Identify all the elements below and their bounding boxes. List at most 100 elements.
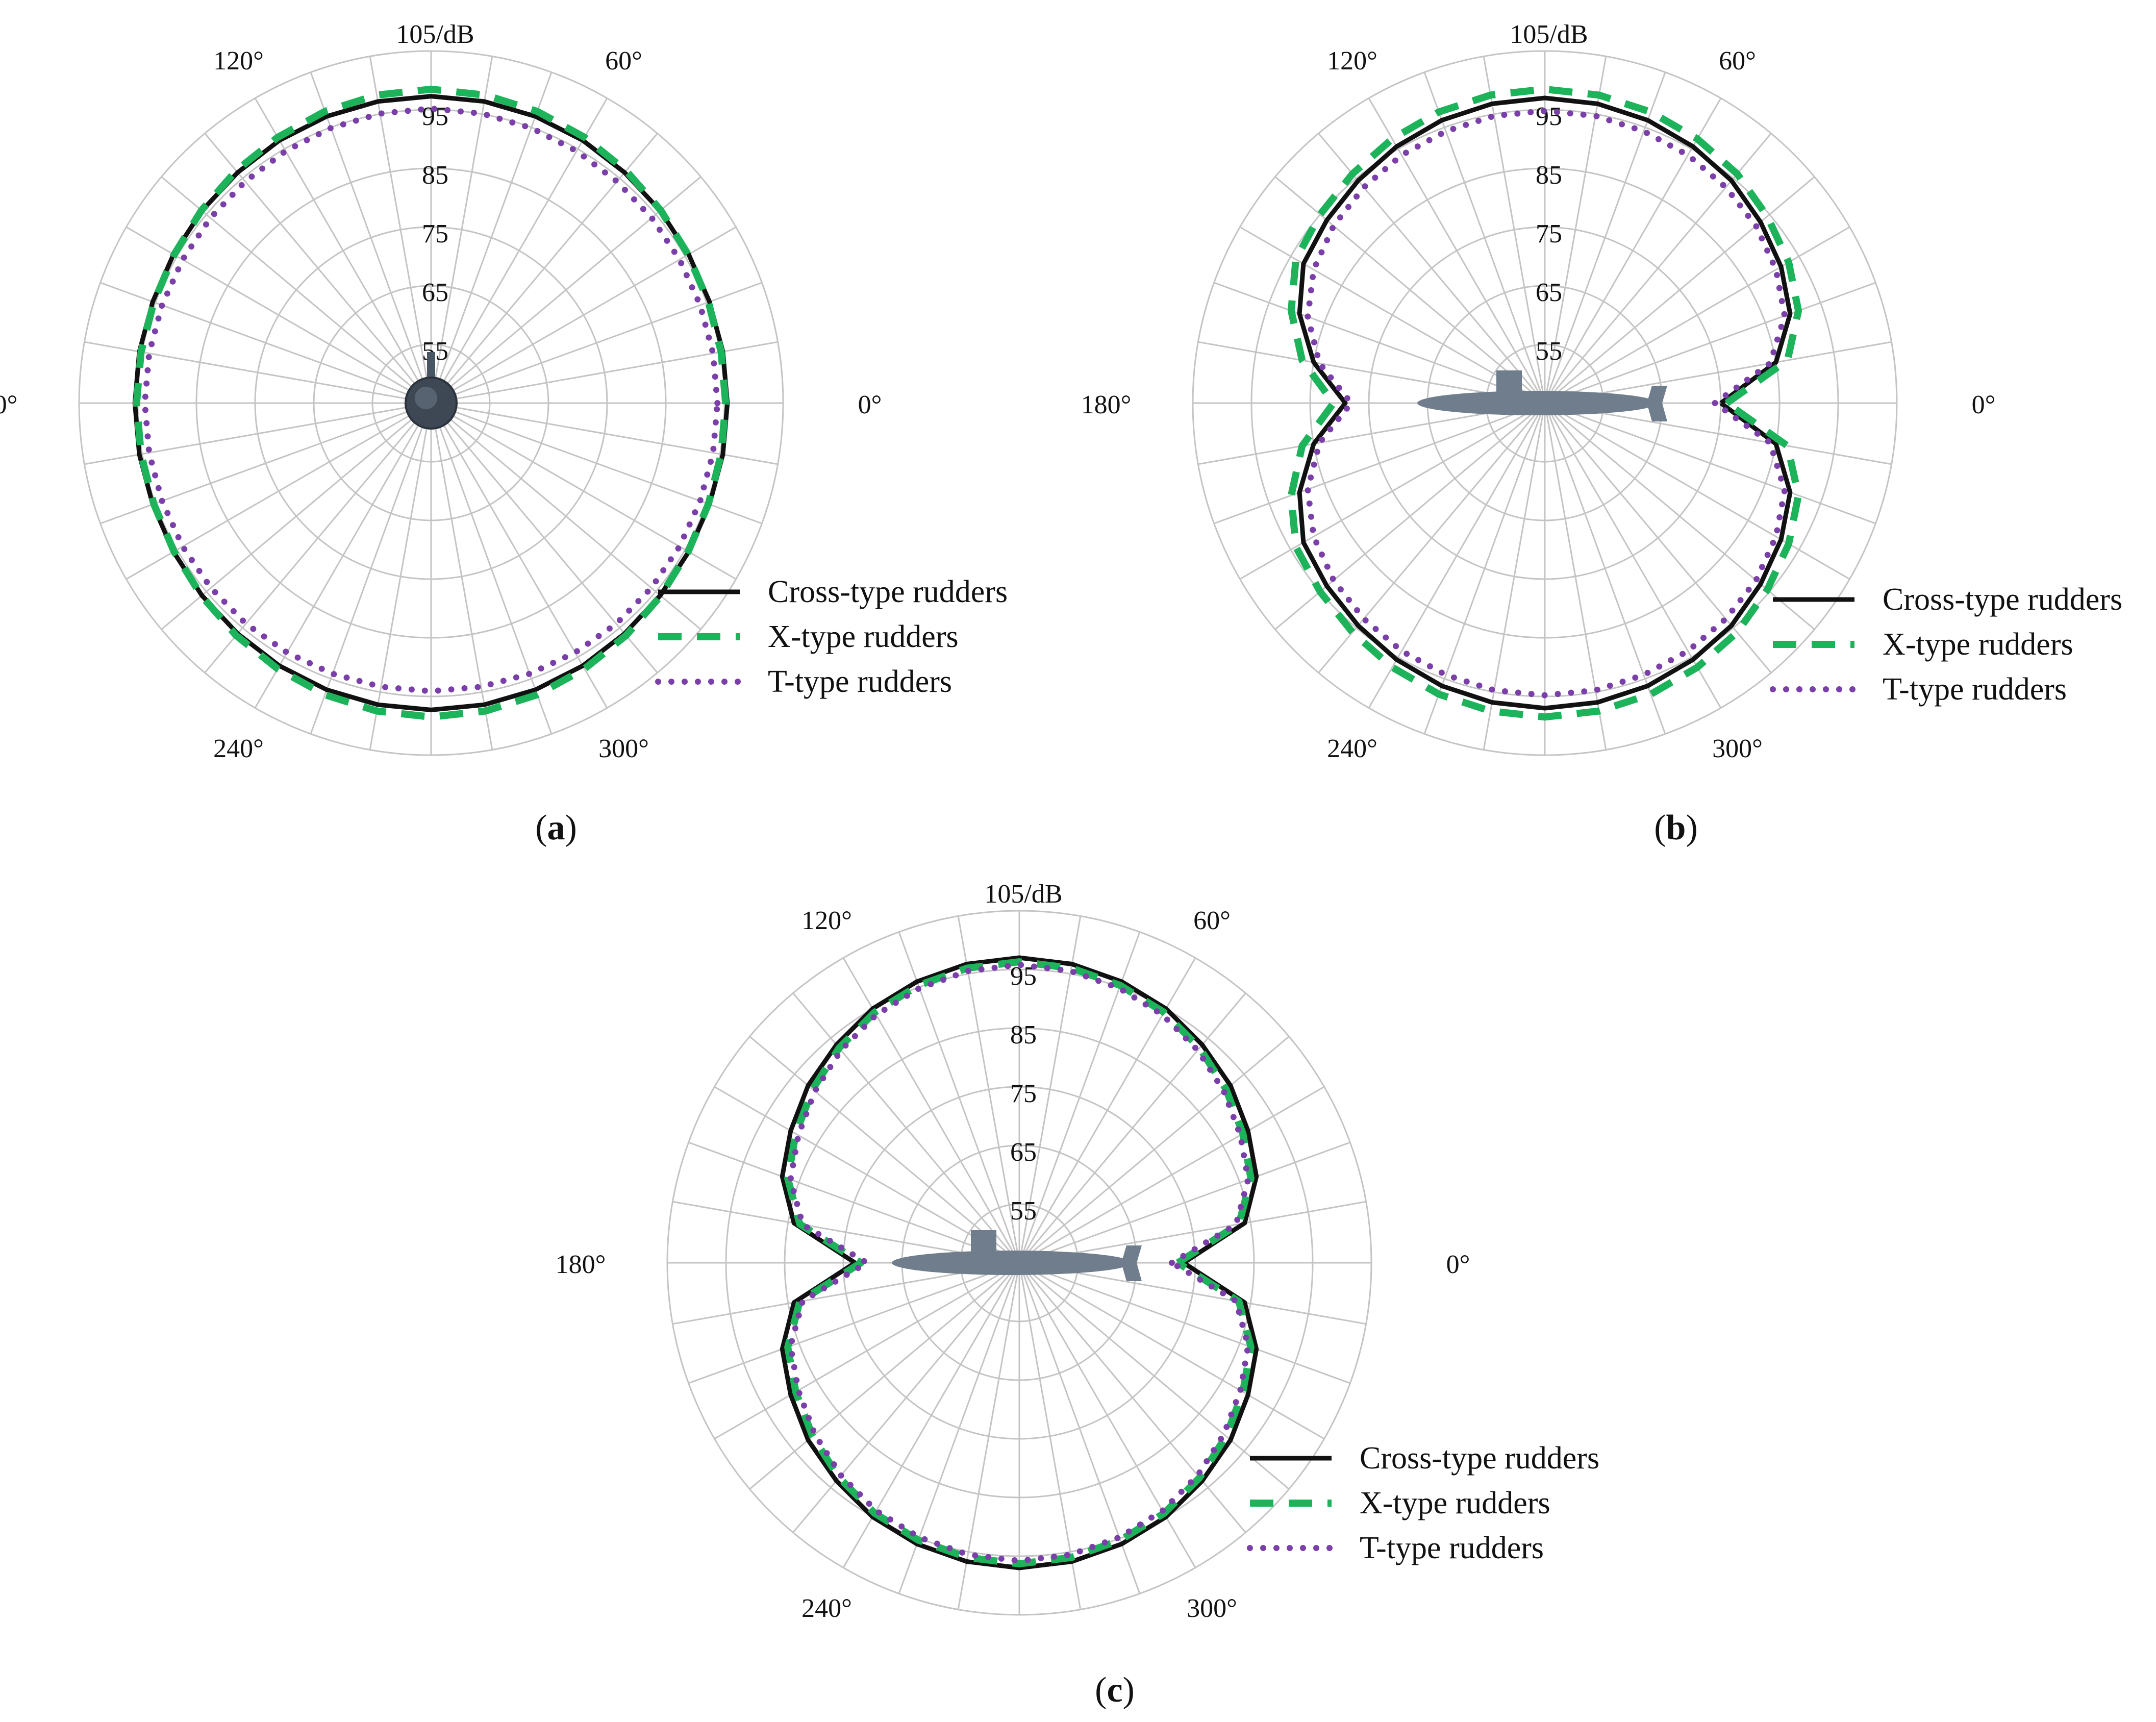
grid-spoke — [1544, 403, 1666, 734]
grid-spoke — [1018, 1262, 1246, 1533]
radial-tick-label: 75 — [1010, 1079, 1037, 1108]
grid-spoke — [430, 133, 658, 404]
angle-tick-label: 300° — [1187, 1594, 1237, 1623]
angle-tick-label: 180° — [556, 1250, 606, 1279]
grid-spoke — [1483, 403, 1546, 750]
radial-tick-label: 85 — [1010, 1020, 1037, 1050]
legend: Cross-type rudders X-type rudders T-type r… — [1770, 582, 2122, 707]
angle-tick-label: 240° — [213, 734, 264, 763]
angle-tick-label: 0° — [1972, 390, 1996, 419]
polar-chart-a: 5565758595105/dB0°60°120°180°240°300°Cro… — [0, 20, 1008, 847]
series-line-t-type — [141, 105, 721, 694]
grid-spoke — [1274, 176, 1545, 404]
grid-spoke — [1368, 403, 1546, 709]
grid-spoke — [1318, 133, 1546, 404]
grid-spoke — [310, 403, 432, 734]
grid-spoke — [1483, 56, 1546, 404]
grid-spoke — [749, 1036, 1020, 1264]
grid-spoke — [1544, 176, 1815, 404]
grid-spoke — [1318, 403, 1546, 673]
submarine-rudder-icon — [1647, 386, 1667, 421]
grid-spoke — [1368, 97, 1546, 404]
radial-tick-label: 55 — [1010, 1196, 1037, 1226]
grid-spoke — [792, 1262, 1020, 1533]
radial-tick-label: 65 — [1536, 278, 1562, 307]
grid-spoke — [1239, 226, 1545, 404]
angle-tick-label: 300° — [1712, 734, 1763, 763]
grid-spoke — [161, 176, 432, 404]
grid-spoke — [1019, 1141, 1350, 1264]
grid-spoke — [1214, 402, 1545, 525]
grid-spoke — [1239, 402, 1545, 580]
radial-tick-label: 85 — [1536, 161, 1562, 190]
grid-spoke — [1018, 1262, 1082, 1610]
panel-label: (b) — [1654, 808, 1698, 847]
submarine-rudder-icon — [1121, 1245, 1142, 1281]
grid-spoke — [1018, 992, 1246, 1263]
grid-spoke — [1019, 1262, 1325, 1440]
panel-label: (a) — [535, 808, 577, 847]
grid-spoke — [431, 282, 762, 404]
grid-spoke — [430, 97, 608, 404]
radial-tick-label: 95 — [1536, 102, 1562, 131]
angle-tick-label: 60° — [605, 46, 642, 76]
grid-spoke — [1544, 133, 1772, 404]
angle-tick-label: 180° — [0, 390, 17, 419]
grid-spoke — [1423, 72, 1546, 404]
grid-spoke — [749, 1262, 1020, 1490]
grid-spoke — [369, 403, 432, 750]
radial-axis-label: 105/dB — [984, 880, 1062, 909]
grid-spoke — [1019, 1086, 1325, 1264]
angle-tick-label: 0° — [858, 390, 882, 419]
grid-spoke — [204, 133, 432, 404]
grid-spoke — [1544, 282, 1876, 404]
radial-tick-label: 65 — [422, 278, 448, 307]
angle-tick-label: 60° — [1719, 46, 1756, 76]
grid-spoke — [1019, 1262, 1290, 1490]
submarine-highlight-icon — [415, 387, 437, 409]
grid-spoke — [1019, 1036, 1290, 1264]
grid-spoke — [957, 1262, 1020, 1610]
grid-spoke — [714, 1086, 1020, 1264]
legend-label: X-type rudders — [1883, 627, 2073, 662]
angle-tick-label: 120° — [1327, 46, 1377, 76]
panel-letter: c — [1107, 1670, 1122, 1710]
grid-spoke — [1544, 402, 1850, 580]
radial-axis-label: 105/dB — [396, 20, 474, 49]
radial-tick-label: 55 — [1536, 337, 1562, 366]
legend-label: Cross-type rudders — [1360, 1441, 1599, 1476]
grid-spoke — [430, 72, 553, 404]
legend-label: Cross-type rudders — [768, 575, 1008, 609]
grid-spoke — [430, 403, 493, 750]
angle-tick-label: 0° — [1446, 1250, 1470, 1279]
panel-letter: a — [547, 808, 565, 847]
grid-spoke — [430, 403, 658, 673]
radial-tick-label: 65 — [1010, 1138, 1037, 1167]
grid-spoke — [1544, 97, 1722, 404]
grid-spoke — [204, 403, 432, 673]
legend: Cross-type rudders X-type rudders T-type r… — [1247, 1441, 1599, 1565]
angle-tick-label: 300° — [598, 734, 649, 763]
legend-label: T-type rudders — [1883, 672, 2067, 707]
angle-tick-label: 240° — [1327, 734, 1377, 763]
series-line-t-type — [787, 961, 1251, 1564]
panel-letter: b — [1666, 808, 1686, 847]
grid-spoke — [430, 56, 493, 404]
grid-spoke — [161, 402, 432, 630]
grid-spoke — [688, 1141, 1020, 1264]
grid-spoke — [1544, 403, 1772, 673]
submarine-sail-icon — [427, 352, 435, 383]
grid-spoke — [1544, 403, 1722, 709]
legend: Cross-type rudders X-type rudders T-type r… — [655, 575, 1008, 699]
submarine-side-icon — [892, 1230, 1142, 1281]
grid-spoke — [1214, 282, 1545, 404]
angle-tick-label: 120° — [801, 906, 852, 935]
legend-label: Cross-type rudders — [1883, 582, 2122, 617]
grid-spoke — [431, 176, 701, 404]
radial-tick-label: 75 — [1536, 219, 1562, 248]
grid-spoke — [254, 97, 432, 404]
angle-tick-label: 120° — [213, 46, 264, 76]
submarine-sail-icon — [1496, 370, 1522, 393]
